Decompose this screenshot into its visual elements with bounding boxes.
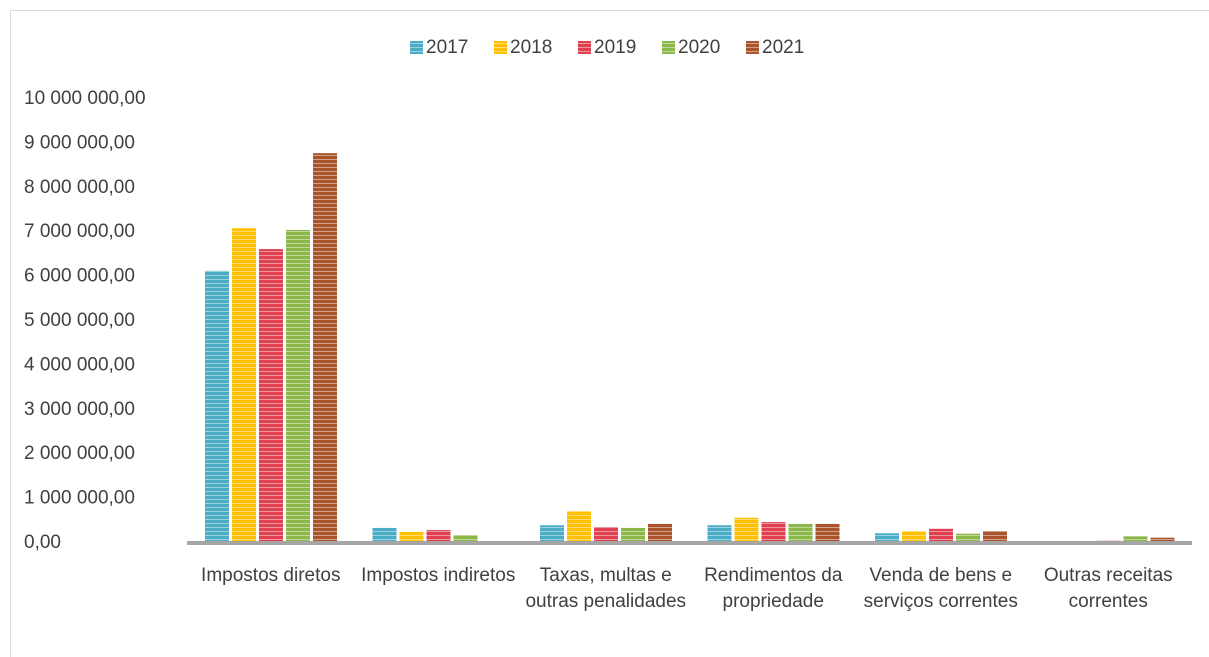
legend-swatch: [494, 41, 507, 54]
bar: [426, 530, 451, 543]
legend-label: 2017: [426, 37, 468, 58]
y-tick-label: 9 000 000,00: [24, 132, 135, 153]
y-tick-label: 7 000 000,00: [24, 221, 135, 242]
bar: [540, 525, 564, 543]
x-tick-label: Impostos indiretos: [361, 565, 516, 586]
bar: [788, 523, 813, 543]
bar: [313, 153, 337, 543]
bar: [648, 523, 672, 543]
legend-swatch: [578, 41, 591, 54]
bar: [205, 270, 229, 543]
bar: [621, 527, 645, 543]
x-tick-label: Outras receitas correntes: [1043, 565, 1173, 612]
bar: [707, 525, 732, 543]
y-tick-label: 3 000 000,00: [24, 399, 135, 420]
bar: [594, 527, 618, 543]
y-tick-label: 2 000 000,00: [24, 443, 135, 464]
x-tick-label: Taxas, multas e outras penalidades: [525, 565, 687, 612]
y-tick-label: 5 000 000,00: [24, 310, 135, 331]
bar: [956, 533, 980, 543]
bar: [761, 522, 786, 543]
bar: [232, 228, 256, 544]
y-tick-label: 4 000 000,00: [24, 354, 135, 375]
bar: [453, 535, 478, 543]
x-tick-label: Venda de bens e serviços correntes: [863, 565, 1018, 612]
bar: [286, 229, 310, 544]
bar: [1150, 537, 1175, 543]
y-tick-label: 0,00: [24, 532, 61, 553]
y-tick-label: 10 000 000,00: [24, 88, 146, 109]
legend-swatch: [746, 41, 759, 54]
bar: [929, 528, 953, 543]
y-tick-label: 6 000 000,00: [24, 266, 135, 287]
legend-label: 2020: [678, 37, 720, 58]
x-tick-label: Rendimentos da propriedade: [704, 565, 843, 612]
bar: [1123, 536, 1148, 543]
legend-label: 2019: [594, 37, 636, 58]
legend-swatch: [410, 41, 423, 54]
x-tick-label: Impostos diretos: [201, 565, 341, 586]
bar: [259, 249, 283, 543]
bar: [372, 527, 397, 543]
y-tick-label: 8 000 000,00: [24, 177, 135, 198]
bar: [875, 533, 899, 543]
bar: [983, 531, 1007, 543]
legend-swatch: [662, 41, 675, 54]
bar: [815, 523, 840, 543]
legend-label: 2018: [510, 37, 552, 58]
bar: [902, 531, 926, 543]
y-tick-label: 1 000 000,00: [24, 488, 135, 509]
legend-label: 2021: [762, 37, 804, 58]
bar: [399, 531, 424, 543]
bar: [734, 517, 759, 543]
chart-border: [10, 10, 1209, 657]
bar: [567, 511, 591, 543]
